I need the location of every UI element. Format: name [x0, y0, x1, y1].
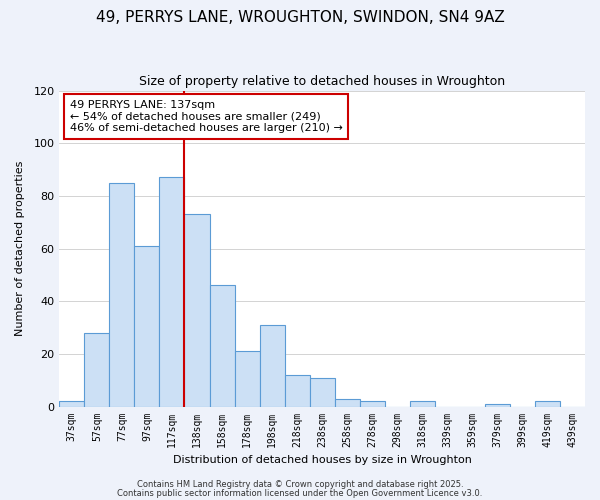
Title: Size of property relative to detached houses in Wroughton: Size of property relative to detached ho…	[139, 75, 505, 88]
Bar	[85, 333, 109, 406]
Bar	[410, 402, 435, 406]
Bar	[335, 398, 360, 406]
Bar	[59, 402, 85, 406]
Bar	[535, 402, 560, 406]
Bar	[134, 246, 160, 406]
Bar	[209, 286, 235, 406]
Y-axis label: Number of detached properties: Number of detached properties	[15, 161, 25, 336]
Text: 49 PERRYS LANE: 137sqm
← 54% of detached houses are smaller (249)
46% of semi-de: 49 PERRYS LANE: 137sqm ← 54% of detached…	[70, 100, 343, 133]
Text: Contains HM Land Registry data © Crown copyright and database right 2025.: Contains HM Land Registry data © Crown c…	[137, 480, 463, 489]
Bar	[160, 178, 184, 406]
Bar	[485, 404, 510, 406]
Bar	[235, 352, 260, 406]
Text: Contains public sector information licensed under the Open Government Licence v3: Contains public sector information licen…	[118, 488, 482, 498]
Bar	[310, 378, 335, 406]
X-axis label: Distribution of detached houses by size in Wroughton: Distribution of detached houses by size …	[173, 455, 472, 465]
Bar	[184, 214, 209, 406]
Bar	[284, 375, 310, 406]
Text: 49, PERRYS LANE, WROUGHTON, SWINDON, SN4 9AZ: 49, PERRYS LANE, WROUGHTON, SWINDON, SN4…	[95, 10, 505, 25]
Bar	[109, 182, 134, 406]
Bar	[260, 325, 284, 406]
Bar	[360, 402, 385, 406]
